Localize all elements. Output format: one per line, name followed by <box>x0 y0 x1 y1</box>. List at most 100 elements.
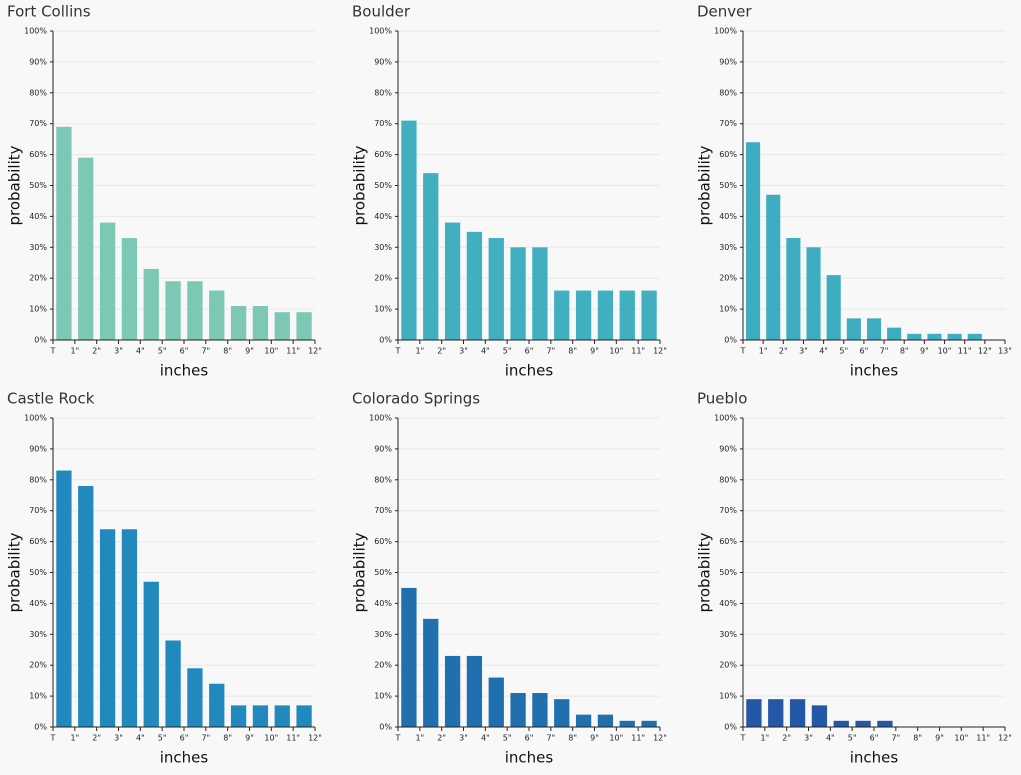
x-tick-label: 4" <box>826 734 835 743</box>
bar <box>641 290 657 340</box>
x-tick-label: 2" <box>92 734 101 743</box>
x-tick-label: 1" <box>760 734 769 743</box>
y-tick-label: 40% <box>29 599 47 608</box>
bar <box>907 333 922 340</box>
x-tick-label: 8" <box>223 734 232 743</box>
bar <box>619 720 635 727</box>
bar <box>466 231 483 340</box>
bar <box>56 126 72 340</box>
bar <box>927 333 942 340</box>
bar <box>187 668 203 727</box>
bar <box>532 247 548 340</box>
y-tick-label: 10% <box>374 692 392 701</box>
x-tick-label: 12" <box>308 347 322 356</box>
x-tick-label: 8" <box>568 734 577 743</box>
bar <box>554 290 570 340</box>
y-tick-label: 50% <box>719 568 737 577</box>
y-tick-label: 20% <box>29 274 47 283</box>
y-tick-label: 90% <box>374 57 392 66</box>
y-tick-label: 20% <box>374 661 392 670</box>
bar <box>274 312 290 340</box>
chart-title: Castle Rock <box>7 390 95 408</box>
y-tick-label: 0% <box>724 336 737 345</box>
y-tick-label: 40% <box>374 599 392 608</box>
bar <box>510 693 526 727</box>
bar <box>554 699 570 727</box>
y-tick-label: 20% <box>29 661 47 670</box>
bar <box>230 705 247 727</box>
x-tick-label: 8" <box>913 734 922 743</box>
bar <box>209 683 225 727</box>
bar <box>252 306 269 340</box>
x-axis-title: inches <box>505 749 554 767</box>
bar <box>786 238 801 340</box>
x-tick-label: 2" <box>92 347 101 356</box>
bar <box>401 120 417 340</box>
y-tick-label: 10% <box>374 305 392 314</box>
y-tick-label: 30% <box>29 243 47 252</box>
y-tick-label: 70% <box>29 506 47 515</box>
y-tick-label: 0% <box>379 336 392 345</box>
x-tick-label: 9" <box>920 347 929 356</box>
bar <box>746 699 762 727</box>
y-tick-label: 60% <box>29 537 47 546</box>
y-tick-label: 0% <box>34 336 47 345</box>
bar <box>488 238 504 340</box>
y-tick-label: 30% <box>719 630 737 639</box>
y-tick-label: 10% <box>719 305 737 314</box>
y-tick-label: 60% <box>29 150 47 159</box>
y-axis-title: probability <box>6 532 24 612</box>
y-tick-label: 20% <box>719 274 737 283</box>
x-tick-label: 2" <box>437 347 446 356</box>
chart-title: Colorado Springs <box>352 390 480 408</box>
bar <box>641 720 657 727</box>
y-tick-label: 80% <box>374 88 392 97</box>
x-tick-label: 11" <box>976 734 990 743</box>
bar <box>855 720 871 727</box>
bar <box>887 327 902 340</box>
x-tick-label: 1" <box>415 734 424 743</box>
y-tick-label: 90% <box>719 444 737 453</box>
x-tick-label: T <box>740 734 746 743</box>
x-tick-label: 10" <box>938 347 952 356</box>
x-axis-title: inches <box>850 362 899 380</box>
y-tick-label: 90% <box>374 444 392 453</box>
y-tick-label: 50% <box>29 181 47 190</box>
x-tick-label: 10" <box>264 347 278 356</box>
y-tick-label: 60% <box>374 150 392 159</box>
x-tick-label: 4" <box>136 734 145 743</box>
y-tick-label: 70% <box>374 506 392 515</box>
bar <box>423 173 439 340</box>
bar <box>866 318 882 340</box>
x-tick-label: 5" <box>158 734 167 743</box>
x-tick-label: 10" <box>609 347 623 356</box>
x-tick-label: 3" <box>799 347 808 356</box>
x-tick-label: 6" <box>860 347 869 356</box>
chart-title: Boulder <box>352 3 411 21</box>
x-tick-label: 9" <box>590 734 599 743</box>
bar <box>846 318 861 340</box>
y-tick-label: 50% <box>719 181 737 190</box>
bar <box>296 705 312 727</box>
y-tick-label: 0% <box>34 723 47 732</box>
y-tick-label: 100% <box>714 414 737 423</box>
x-tick-label: T <box>50 347 56 356</box>
y-tick-label: 40% <box>719 599 737 608</box>
bar <box>811 705 828 727</box>
bar <box>877 720 893 727</box>
bar <box>768 699 784 727</box>
bar <box>143 581 159 727</box>
y-tick-label: 80% <box>719 475 737 484</box>
x-tick-label: 1" <box>415 347 424 356</box>
bar <box>187 281 203 340</box>
bar <box>746 142 761 340</box>
x-tick-label: 3" <box>114 734 123 743</box>
bar <box>78 157 94 340</box>
x-tick-label: 13" <box>998 347 1012 356</box>
bar <box>826 275 841 340</box>
bar <box>444 655 461 727</box>
x-tick-label: 9" <box>245 347 254 356</box>
x-tick-label: 3" <box>459 734 468 743</box>
x-tick-label: 7" <box>546 347 555 356</box>
